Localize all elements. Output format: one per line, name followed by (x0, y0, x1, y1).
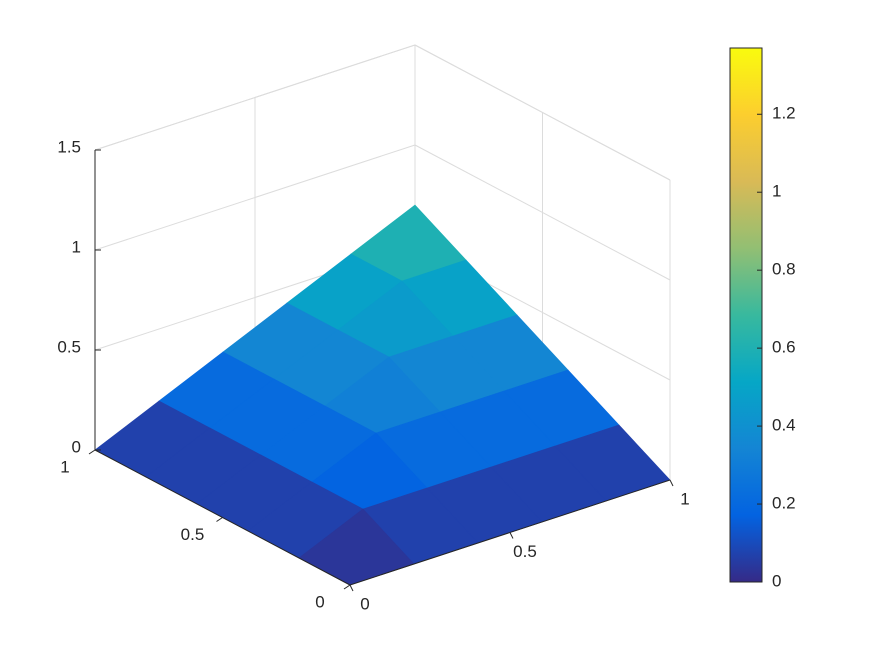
colorbar-tick-label: 0 (772, 571, 781, 590)
colorbar-tick-label: 1.2 (772, 104, 796, 123)
y-tick (216, 517, 223, 522)
x-tick (669, 479, 674, 487)
colorbar-tick-label: 0.6 (772, 338, 796, 357)
colorbar-tick-label: 0.4 (772, 416, 796, 435)
colorbar-tick-label: 0.2 (772, 494, 796, 513)
z-tick-label: 1.5 (57, 137, 81, 156)
y-tick-label: 1 (60, 457, 69, 476)
box-edge (94, 44, 416, 151)
y-tick (88, 449, 96, 455)
z-tick-label: 0 (72, 437, 81, 456)
x-tick-label: 1 (680, 489, 689, 508)
colorbar (729, 47, 763, 583)
y-tick (343, 584, 351, 590)
z-tick-label: 1 (72, 237, 81, 256)
x-tick-label: 0 (360, 594, 369, 613)
colorbar-tick-label: 0.8 (772, 260, 796, 279)
x-tick (349, 584, 354, 592)
y-tick-label: 0.5 (181, 525, 205, 544)
z-tick-label: 0.5 (57, 337, 81, 356)
box-edge (414, 44, 671, 181)
x-tick (509, 532, 514, 539)
colorbar-tick-label: 1 (772, 182, 781, 201)
x-tick-label: 0.5 (513, 542, 537, 561)
y-tick-label: 0 (315, 592, 324, 611)
